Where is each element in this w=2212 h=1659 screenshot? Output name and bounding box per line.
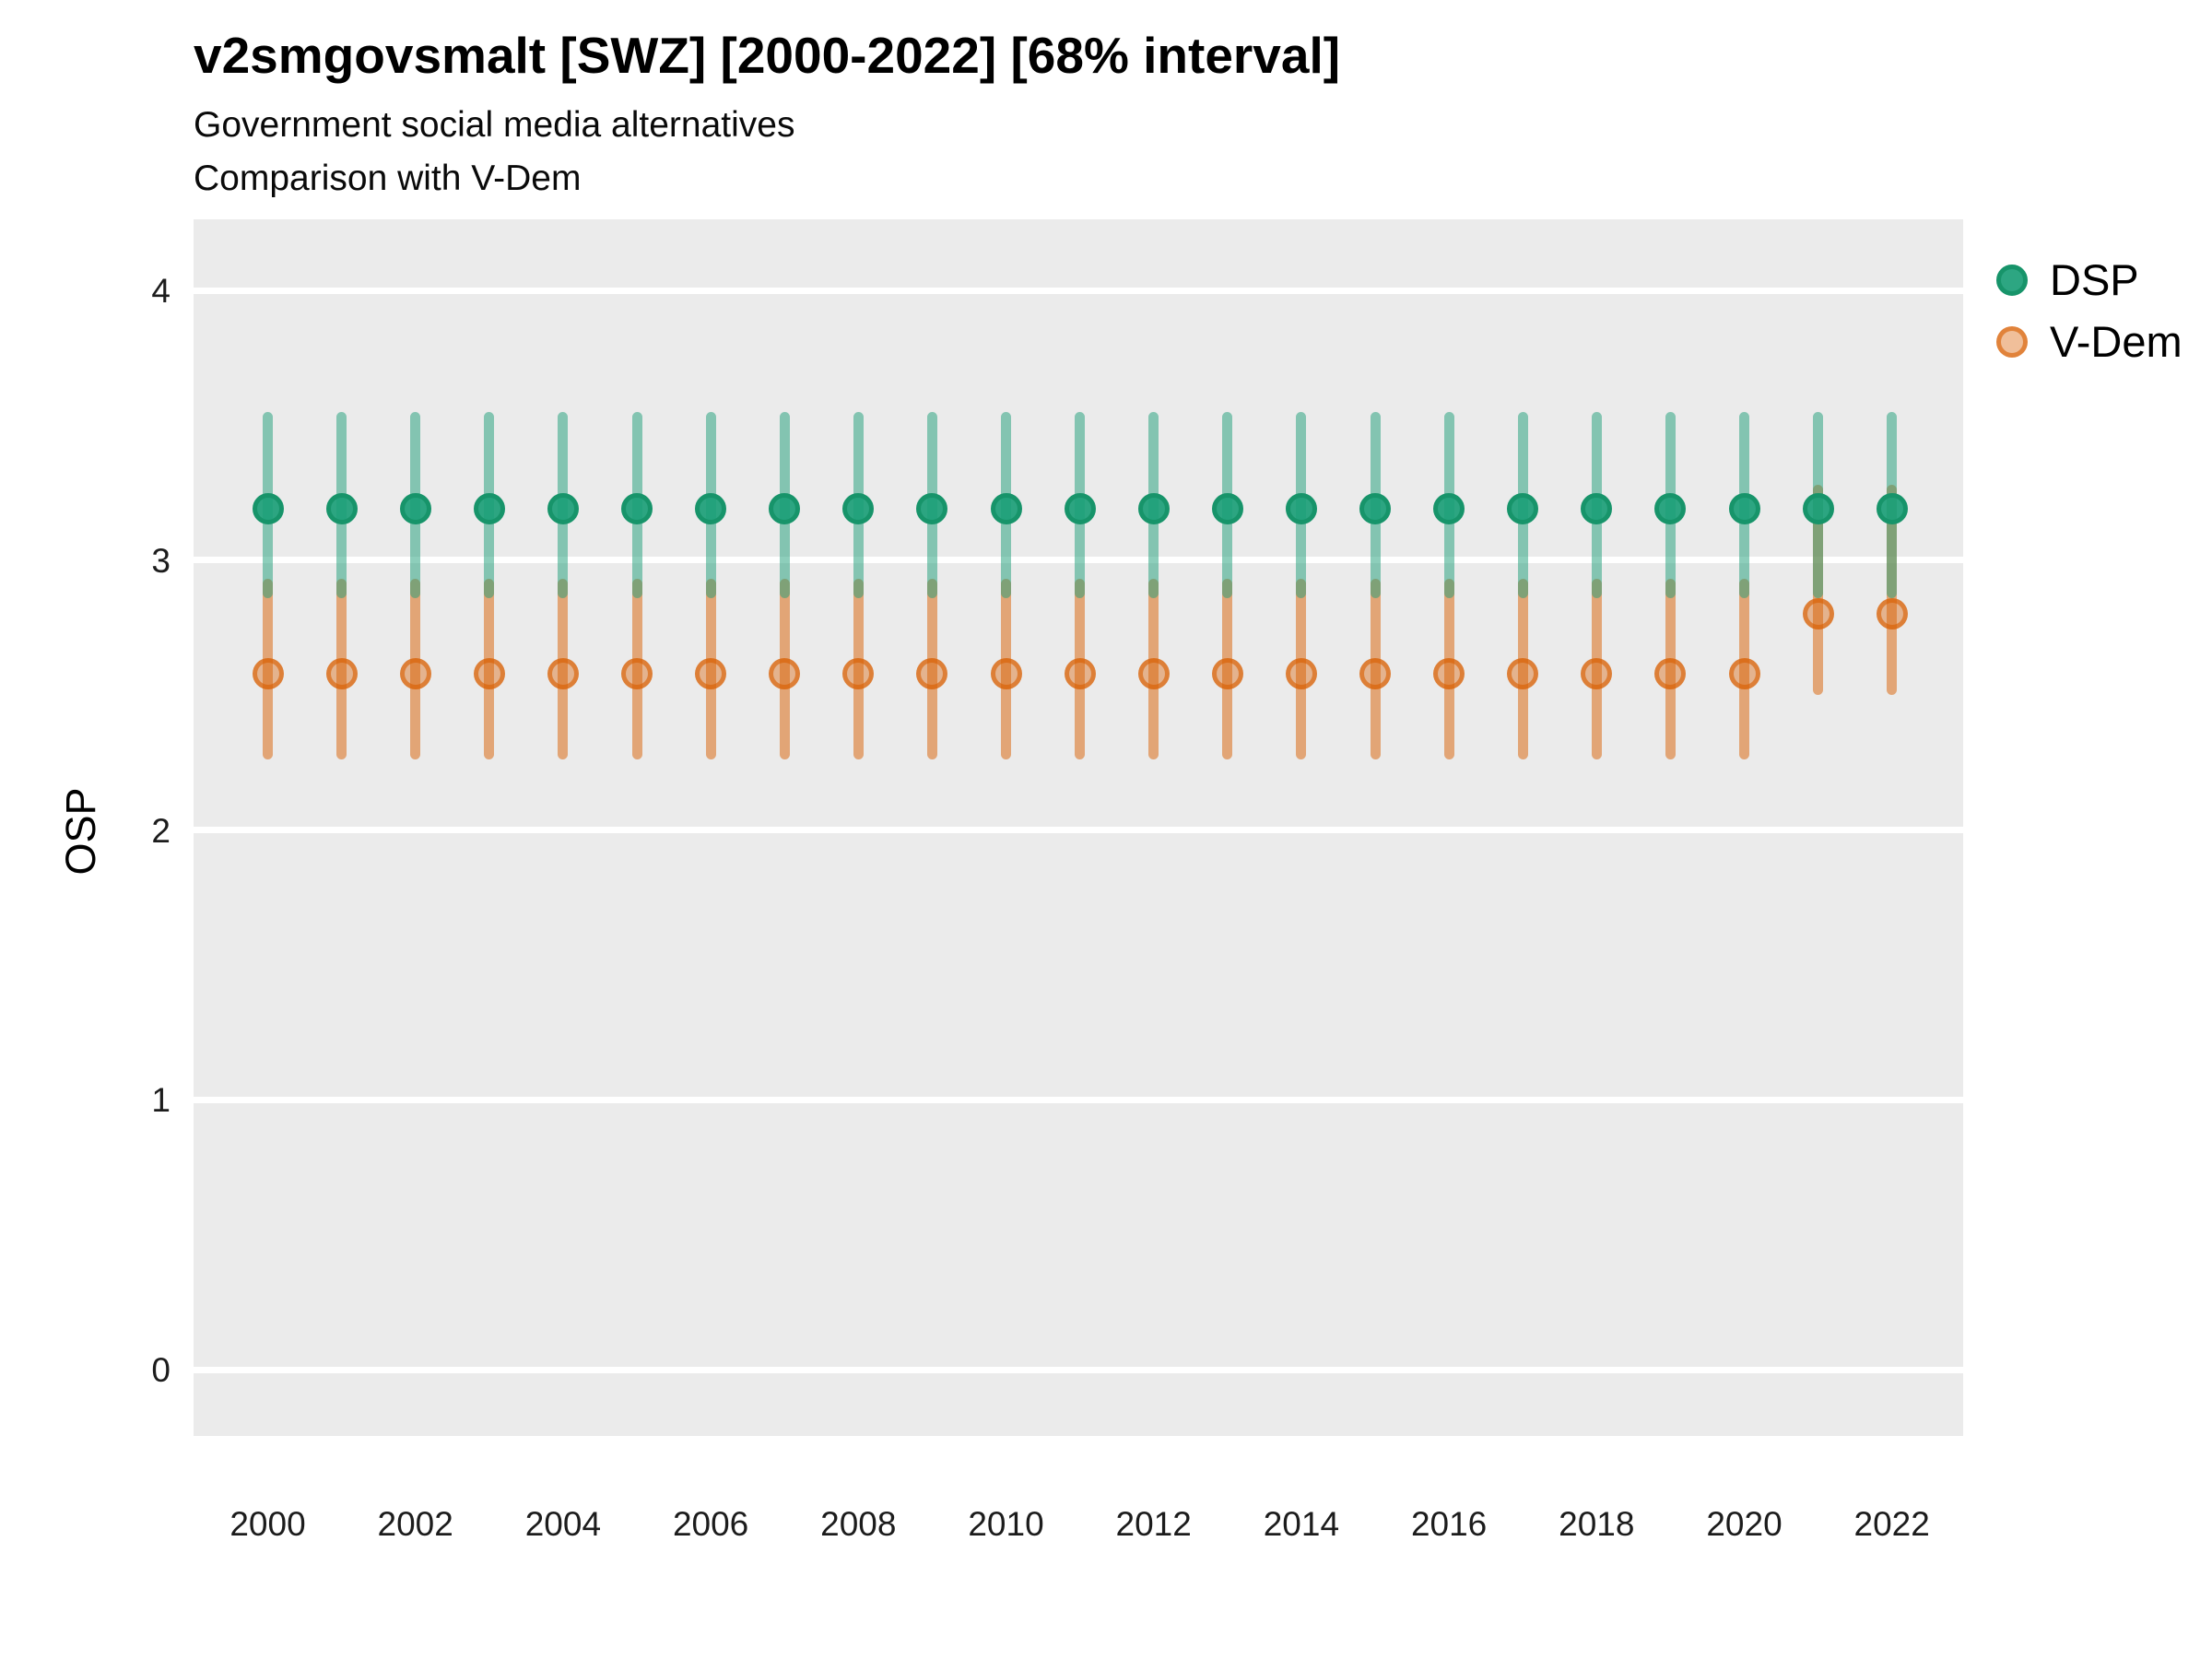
dsp-point bbox=[695, 493, 727, 525]
dsp-point bbox=[1581, 493, 1613, 525]
legend-item-dsp: DSP bbox=[1991, 249, 2183, 311]
vdem-point bbox=[1285, 657, 1317, 689]
x-tick-label: 2020 bbox=[1706, 1505, 1783, 1543]
dsp-point bbox=[769, 493, 801, 525]
dsp-point bbox=[1137, 493, 1170, 525]
x-tick-label: 2012 bbox=[1115, 1505, 1192, 1543]
dsp-point bbox=[1876, 493, 1908, 525]
vdem-point bbox=[842, 657, 875, 689]
legend-item-vdem: V-Dem bbox=[1991, 311, 2183, 372]
dsp-point bbox=[990, 493, 1022, 525]
vdem-point bbox=[1876, 598, 1908, 630]
dsp-point bbox=[842, 493, 875, 525]
vdem-legend-swatch-icon bbox=[1996, 325, 2028, 358]
vdem-point bbox=[547, 657, 579, 689]
dsp-point bbox=[547, 493, 579, 525]
vdem-point bbox=[695, 657, 727, 689]
chart-subtitle: Government social media alternatives bbox=[194, 105, 795, 145]
y-tick-label: 4 bbox=[151, 272, 171, 310]
legend: DSP V-Dem bbox=[1991, 249, 2183, 372]
vdem-point bbox=[473, 657, 505, 689]
vdem-point bbox=[399, 657, 431, 689]
dsp-point bbox=[399, 493, 431, 525]
plot-panel bbox=[194, 219, 1963, 1436]
grid-line-y0 bbox=[194, 1366, 1963, 1373]
dsp-point bbox=[1802, 493, 1834, 525]
vdem-point bbox=[325, 657, 358, 689]
dsp-point bbox=[1507, 493, 1539, 525]
x-tick-label: 2006 bbox=[672, 1505, 749, 1543]
x-tick-label: 2016 bbox=[1410, 1505, 1488, 1543]
x-tick-label: 2022 bbox=[1853, 1505, 1930, 1543]
vdem-point bbox=[1433, 657, 1465, 689]
dsp-point bbox=[1211, 493, 1243, 525]
dsp-point bbox=[1064, 493, 1096, 525]
vdem-point bbox=[1728, 657, 1760, 689]
vdem-point bbox=[1802, 598, 1834, 630]
dsp-legend-swatch-icon bbox=[1996, 264, 2028, 296]
x-tick-label: 2018 bbox=[1559, 1505, 1635, 1543]
dsp-point bbox=[1728, 493, 1760, 525]
vdem-point bbox=[1507, 657, 1539, 689]
dsp-point bbox=[1359, 493, 1391, 525]
dsp-point bbox=[621, 493, 653, 525]
vdem-point bbox=[1581, 657, 1613, 689]
dsp-point bbox=[1285, 493, 1317, 525]
vdem-point bbox=[252, 657, 284, 689]
chart-title: v2smgovsmalt [SWZ] [2000-2022] [68% inte… bbox=[194, 27, 1341, 84]
y-tick-label: 1 bbox=[151, 1081, 171, 1120]
dsp-point bbox=[1433, 493, 1465, 525]
legend-label-dsp: DSP bbox=[2050, 255, 2139, 304]
x-tick-label: 2010 bbox=[968, 1505, 1044, 1543]
dsp-point bbox=[1654, 493, 1687, 525]
vdem-point bbox=[621, 657, 653, 689]
vdem-point bbox=[916, 657, 948, 689]
vdem-point bbox=[1654, 657, 1687, 689]
dsp-point bbox=[325, 493, 358, 525]
grid-line-y2 bbox=[194, 827, 1963, 833]
y-tick-label: 3 bbox=[151, 541, 171, 580]
grid-line-y4 bbox=[194, 287, 1963, 294]
vdem-point bbox=[1359, 657, 1391, 689]
vdem-point bbox=[769, 657, 801, 689]
vdem-point bbox=[1211, 657, 1243, 689]
grid-line-y1 bbox=[194, 1096, 1963, 1103]
x-tick-label: 2008 bbox=[820, 1505, 897, 1543]
legend-label-vdem: V-Dem bbox=[2050, 317, 2183, 366]
x-tick-label: 2014 bbox=[1263, 1505, 1340, 1543]
vdem-point bbox=[1064, 657, 1096, 689]
dsp-point bbox=[252, 493, 284, 525]
chart-subtitle-comparison: Comparison with V-Dem bbox=[194, 159, 582, 198]
y-tick-label: 0 bbox=[151, 1351, 171, 1389]
dsp-point bbox=[916, 493, 948, 525]
x-tick-label: 2004 bbox=[524, 1505, 602, 1543]
y-tick-label: 2 bbox=[151, 811, 171, 850]
dsp-point bbox=[473, 493, 505, 525]
vdem-point bbox=[1137, 657, 1170, 689]
x-tick-label: 2002 bbox=[377, 1505, 453, 1543]
vdem-point bbox=[990, 657, 1022, 689]
x-tick-label: 2000 bbox=[229, 1505, 306, 1543]
